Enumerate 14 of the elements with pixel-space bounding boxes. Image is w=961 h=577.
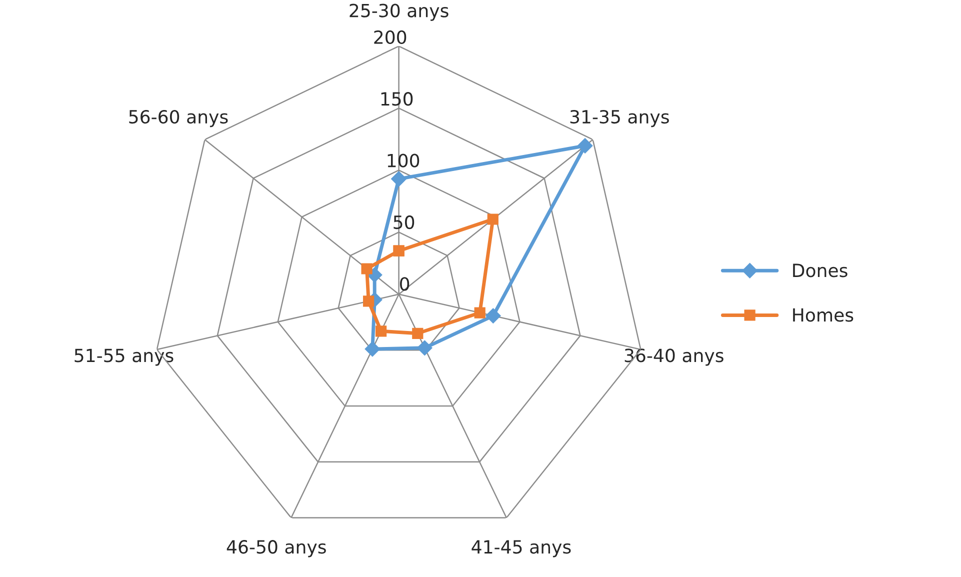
spoke-label: 46-50 anys [226, 540, 326, 558]
legend-label: Dones [793, 264, 848, 278]
y-tick-label: 200 [374, 30, 406, 44]
y-tick-label: 50 [394, 215, 414, 230]
spoke-label: 51-55 anys [74, 348, 174, 366]
spoke-label: 41-45 anys [472, 540, 571, 558]
spoke-label: 56-60 anys [129, 110, 228, 128]
legend-label: Homes [793, 308, 854, 322]
y-tick-label: 0 [400, 277, 410, 291]
spoke-label: 25-30 anys [350, 4, 448, 21]
spoke-label: 31-35 anys [570, 110, 669, 128]
y-tick-label: 100 [388, 154, 420, 168]
spoke-label: 36-40 anys [624, 348, 724, 366]
y-tick-label: 150 [381, 92, 413, 106]
